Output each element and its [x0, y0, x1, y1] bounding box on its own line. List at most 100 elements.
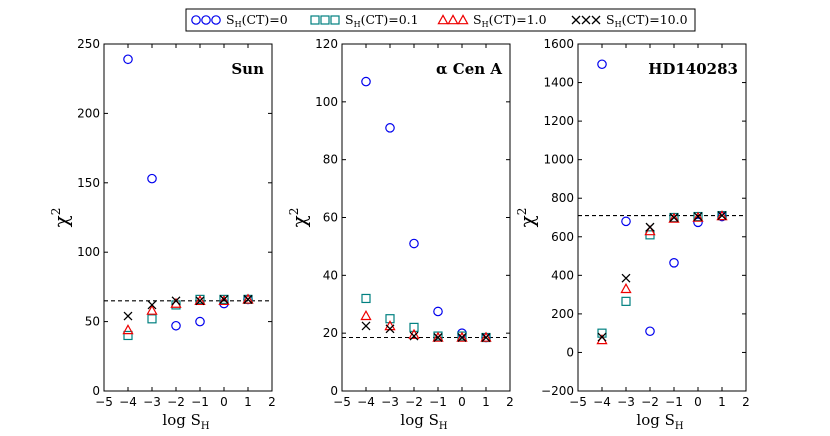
x-tick-label: 1 [244, 395, 252, 409]
axes-frame [103, 43, 273, 392]
x-tick-label: −4 [119, 395, 137, 409]
legend-label: SH(CT)=10.0 [606, 12, 688, 29]
x-tick-label: −3 [381, 395, 399, 409]
axes-frame [577, 43, 747, 392]
data-point [621, 273, 631, 283]
legend-label: SH(CT)=0.1 [345, 12, 419, 29]
data-point [716, 210, 728, 221]
data-point [644, 225, 656, 236]
data-point [456, 331, 468, 342]
data-point [385, 324, 395, 334]
data-point [385, 123, 395, 133]
series-s-h-ct-1-0 [360, 309, 492, 342]
data-point [361, 76, 371, 87]
series-s-h-ct-10-0 [597, 211, 727, 342]
x-axis-label: log SH [400, 411, 447, 432]
series-s-h-ct-10-0 [123, 294, 253, 321]
x-tick-label: 0 [458, 395, 466, 409]
data-point [717, 211, 727, 221]
data-point [433, 333, 443, 342]
x-axis-label: log SH [162, 411, 209, 432]
y-tick-label: 1400 [543, 76, 574, 90]
y-tick-label: 1600 [543, 37, 574, 51]
legend-marker-circle [201, 15, 211, 25]
data-point [645, 326, 655, 337]
data-point [195, 316, 205, 327]
y-tick-label: 150 [77, 176, 100, 190]
legend: SH(CT)=0 SH(CT)=0.1 SH(CT)=1.0 SH(CT)=10.0 [185, 8, 696, 32]
x-tick-label: −1 [665, 395, 683, 409]
y-tick-label: 1200 [543, 114, 574, 128]
x-tick-label: −5 [333, 395, 351, 409]
legend-marker-circle [191, 15, 201, 25]
y-tick-label: 400 [551, 268, 574, 282]
x-tick-label: 1 [482, 395, 490, 409]
data-point [668, 212, 680, 223]
x-tick-label: 0 [220, 395, 228, 409]
x-tick-label: −3 [617, 395, 635, 409]
y-tick-label: 120 [315, 37, 338, 51]
x-tick-label: −5 [569, 395, 587, 409]
data-point [360, 309, 372, 321]
data-point [361, 321, 371, 331]
data-point [409, 238, 419, 249]
y-tick-label: 600 [551, 230, 574, 244]
data-point [218, 294, 230, 306]
legend-marker-triangle [447, 14, 459, 25]
series-s-h-ct-0-1 [123, 294, 253, 341]
legend-marker-x [571, 15, 581, 25]
panel-title: Sun [231, 60, 264, 78]
series-s-h-ct-1-0 [596, 210, 728, 345]
y-tick-label: 0 [92, 384, 100, 398]
panel-title: α Cen A [436, 60, 502, 78]
data-point [669, 258, 679, 268]
y-tick-label: 1000 [543, 153, 574, 167]
data-point [219, 294, 229, 304]
x-tick-label: −2 [167, 395, 185, 409]
series-s-h-ct-0 [123, 54, 253, 331]
data-point [693, 212, 703, 221]
data-point [409, 331, 419, 341]
data-point [692, 211, 704, 222]
legend-label: SH(CT)=1.0 [473, 12, 547, 29]
data-point [122, 324, 134, 335]
data-point [457, 333, 467, 342]
legend-item-s-h-ct-0: SH(CT)=0 [191, 12, 288, 29]
y-tick-label: 100 [315, 95, 338, 109]
y-tick-label: 200 [77, 106, 100, 120]
y-tick-label: 200 [551, 307, 574, 321]
x-tick-label: −2 [641, 395, 659, 409]
x-tick-label: 0 [694, 395, 702, 409]
data-point [409, 322, 419, 332]
x-tick-label: −4 [357, 395, 375, 409]
y-tick-label: −200 [541, 384, 574, 398]
x-tick-label: 2 [268, 395, 276, 409]
y-tick-label: 800 [551, 191, 574, 205]
y-tick-label: 50 [85, 315, 100, 329]
data-point [194, 294, 206, 306]
x-tick-label: −1 [429, 395, 447, 409]
data-point [123, 311, 133, 321]
x-tick-label: −1 [191, 395, 209, 409]
panel-title: HD140283 [648, 60, 738, 78]
data-point [432, 331, 444, 342]
data-point [123, 330, 133, 341]
data-point [147, 300, 157, 310]
data-point [147, 314, 157, 324]
data-point [481, 333, 491, 342]
data-point [433, 306, 443, 317]
data-point [242, 293, 254, 304]
data-point [620, 282, 632, 294]
x-tick-label: −4 [593, 395, 611, 409]
legend-marker-triangle [437, 14, 449, 25]
y-tick-label: 40 [323, 268, 338, 282]
series-s-h-ct-0 [361, 76, 491, 343]
x-tick-label: 2 [742, 395, 750, 409]
data-point [171, 320, 181, 331]
data-point [621, 216, 631, 227]
data-point [243, 294, 253, 304]
data-point [147, 173, 157, 184]
y-tick-label: 60 [323, 211, 338, 225]
